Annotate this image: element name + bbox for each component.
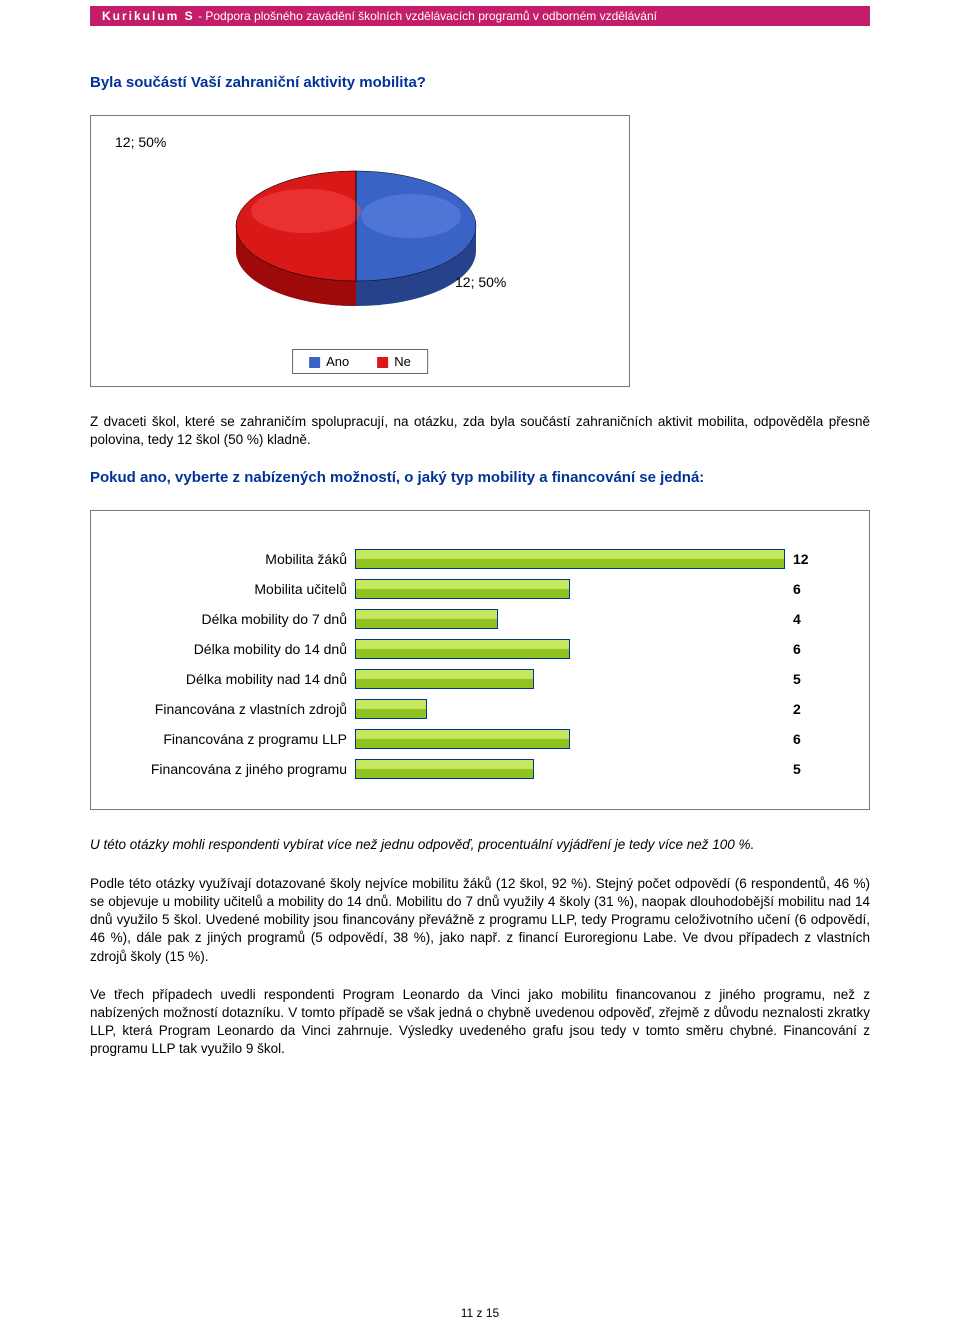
- bar-fill: [355, 639, 570, 659]
- bar-row: Délka mobility do 14 dnů 6: [115, 639, 845, 659]
- question1-title: Byla součástí Vaší zahraniční aktivity m…: [90, 74, 870, 91]
- pie-chart: 12; 50% 12; 50% Ano Ne: [90, 115, 630, 387]
- pie-svg: [211, 146, 501, 336]
- page-header: Kurikulum S - Podpora plošného zavádění …: [90, 6, 870, 26]
- bar-category: Délka mobility nad 14 dnů: [115, 671, 355, 687]
- bar-category: Délka mobility do 7 dnů: [115, 611, 355, 627]
- page-content: Byla součástí Vaší zahraniční aktivity m…: [0, 26, 960, 1059]
- bar-fill: [355, 579, 570, 599]
- bar-row: Délka mobility do 7 dnů 4: [115, 609, 845, 629]
- legend-label-ano: Ano: [326, 354, 349, 369]
- pie-legend: Ano Ne: [292, 349, 428, 374]
- pie-label-left: 12; 50%: [115, 134, 166, 150]
- legend-swatch-ne: [377, 357, 388, 368]
- bar-row: Financována z programu LLP 6: [115, 729, 845, 749]
- bar-track: [355, 729, 785, 749]
- bar-value: 5: [793, 671, 801, 687]
- bar-row: Financována z vlastních zdrojů 2: [115, 699, 845, 719]
- bar-fill: [355, 549, 785, 569]
- bar-value: 6: [793, 731, 801, 747]
- bar-category: Délka mobility do 14 dnů: [115, 641, 355, 657]
- paragraph-1: Z dvaceti škol, které se zahraničím spol…: [90, 413, 870, 449]
- paragraph-3: Podle této otázky využívají dotazované š…: [90, 875, 870, 966]
- pie-label-right: 12; 50%: [455, 274, 506, 290]
- bar-value: 6: [793, 641, 801, 657]
- paragraph-2: U této otázky mohli respondenti vybírat …: [90, 836, 870, 854]
- bar-track: [355, 669, 785, 689]
- page-footer: 11 z 15: [0, 1306, 960, 1320]
- bar-value: 6: [793, 581, 801, 597]
- bar-fill: [355, 699, 427, 719]
- bar-track: [355, 639, 785, 659]
- legend-item-ano: Ano: [309, 354, 349, 369]
- bar-fill: [355, 759, 534, 779]
- bar-row: Mobilita učitelů 6: [115, 579, 845, 599]
- bar-chart: Mobilita žáků12Mobilita učitelů6Délka mo…: [90, 510, 870, 810]
- legend-item-ne: Ne: [377, 354, 411, 369]
- bar-fill: [355, 609, 498, 629]
- bar-value: 5: [793, 761, 801, 777]
- bar-fill: [355, 729, 570, 749]
- bar-value: 2: [793, 701, 801, 717]
- bar-row: Délka mobility nad 14 dnů 5: [115, 669, 845, 689]
- bar-category: Mobilita žáků: [115, 551, 355, 567]
- bar-track: [355, 609, 785, 629]
- bar-value: 12: [793, 551, 809, 567]
- legend-swatch-ano: [309, 357, 320, 368]
- bar-category: Financována z jiného programu: [115, 761, 355, 777]
- header-title-bold: Kurikulum S: [102, 9, 195, 23]
- bar-category: Financována z programu LLP: [115, 731, 355, 747]
- header-title-rest: - Podpora plošného zavádění školních vzd…: [195, 9, 657, 23]
- bar-fill: [355, 669, 534, 689]
- bar-category: Mobilita učitelů: [115, 581, 355, 597]
- bar-track: [355, 759, 785, 779]
- bar-row: Financována z jiného programu 5: [115, 759, 845, 779]
- bar-track: [355, 579, 785, 599]
- legend-label-ne: Ne: [394, 354, 411, 369]
- bar-track: [355, 549, 785, 569]
- bar-category: Financována z vlastních zdrojů: [115, 701, 355, 717]
- bar-track: [355, 699, 785, 719]
- paragraph-4: Ve třech případech uvedli respondenti Pr…: [90, 986, 870, 1059]
- question2-title: Pokud ano, vyberte z nabízených možností…: [90, 469, 870, 486]
- bar-row: Mobilita žáků 12: [115, 549, 845, 569]
- bar-value: 4: [793, 611, 801, 627]
